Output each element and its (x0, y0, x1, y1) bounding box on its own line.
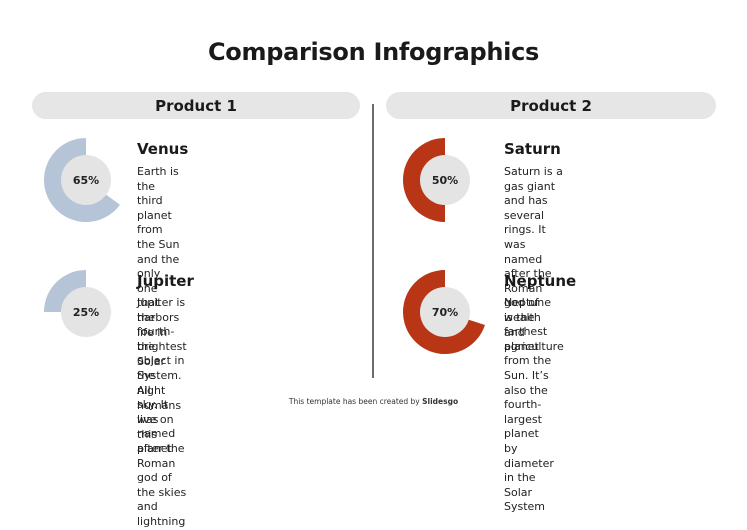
donut-chart-neptune: 70% (400, 267, 485, 357)
column-divider (372, 104, 374, 378)
column-header-product-2: Product 2 (386, 92, 716, 119)
percent-label-neptune: 70% (432, 306, 458, 319)
footer-brand: Slidesgo (422, 397, 459, 406)
item-title-venus: Venus (137, 140, 189, 158)
column-header-product-1: Product 1 (32, 92, 360, 119)
percent-label-jupiter: 25% (73, 306, 99, 319)
donut-center (61, 155, 111, 205)
donut-center (420, 287, 470, 337)
percent-label-saturn: 50% (432, 174, 458, 187)
column-header-label: Product 1 (155, 96, 237, 115)
item-title-neptune: Neptune (504, 272, 577, 290)
donut-center (61, 287, 111, 337)
donut-chart-jupiter: 25% (41, 267, 111, 357)
item-description-jupiter: Jupiter is the fourth-brightest object i… (137, 296, 187, 528)
donut-chart-venus: 65% (41, 135, 120, 225)
page-title: Comparison Infographics (207, 38, 540, 66)
item-description-saturn: Saturn is a gas giant and has several ri… (504, 165, 564, 354)
column-header-label: Product 2 (510, 96, 592, 115)
percent-label-venus: 65% (73, 174, 99, 187)
footer-credit: This template has been created by Slides… (0, 397, 747, 406)
item-title-saturn: Saturn (504, 140, 561, 158)
item-title-jupiter: Jupiter (137, 272, 194, 290)
footer-prefix: This template has been created by (288, 397, 423, 406)
donut-chart-saturn: 50% (400, 135, 470, 225)
donut-center (420, 155, 470, 205)
